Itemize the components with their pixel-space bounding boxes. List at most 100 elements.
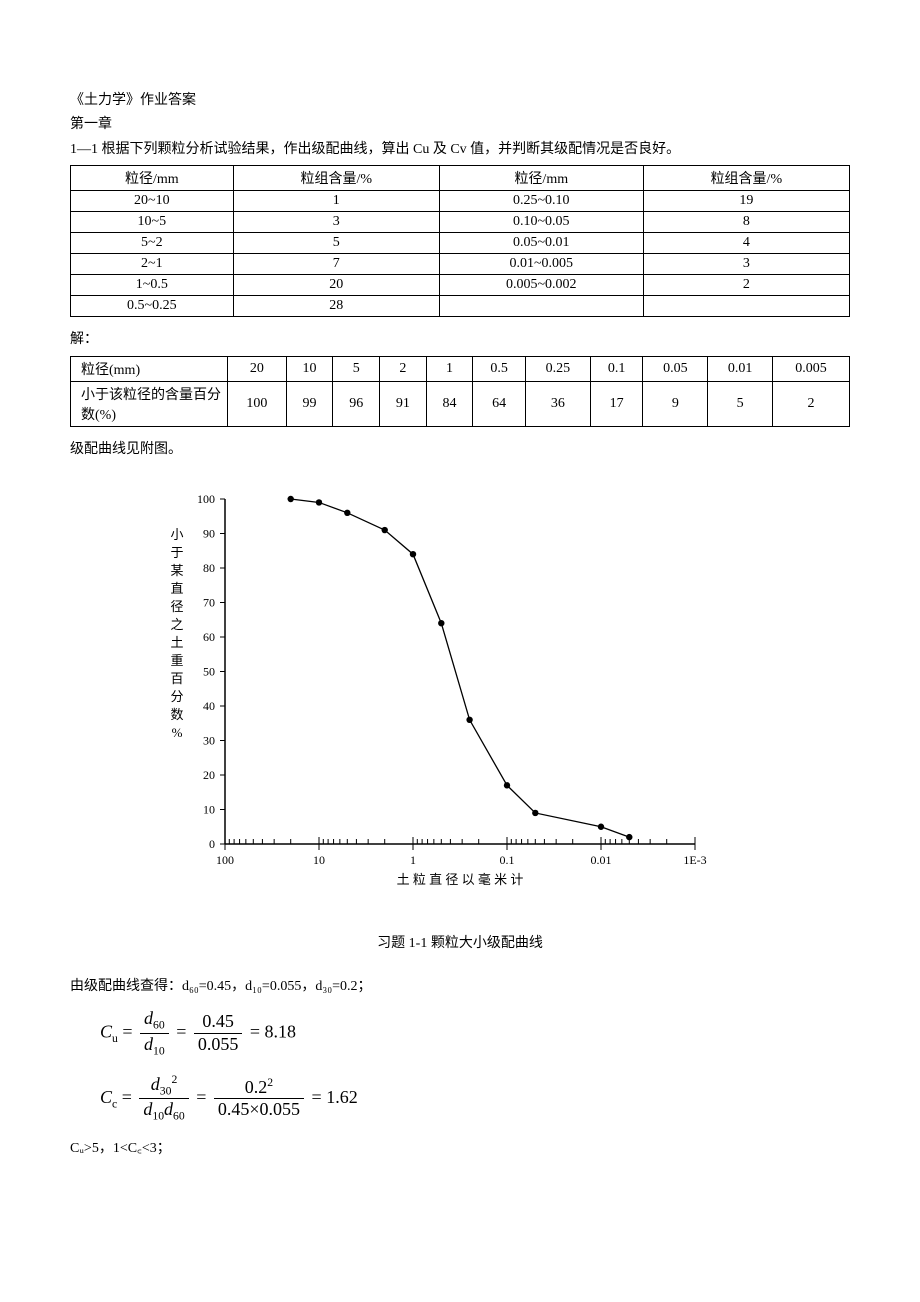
table-cell: 小于该粒径的含量百分数(%) [71,381,228,426]
table-cell: 99 [286,381,333,426]
input-table: 粒径/mm粒组含量/%粒径/mm粒组含量/% 20~1010.25~0.1019… [70,165,850,317]
table-header: 粒组含量/% [233,166,439,191]
table-cell: 0.1 [590,356,643,381]
table-row: 0.5~0.2528 [71,296,850,317]
table-cell: 0.25 [525,356,590,381]
cu-equation: Cu = d60 d10 = 0.45 0.055 = 8.18 [100,1008,850,1058]
table-cell: 1 [233,191,439,212]
doc-title: 《土力学》作业答案 [70,90,850,112]
svg-text:0: 0 [209,837,215,851]
table-cell: 5 [333,356,380,381]
cc-equation: Cc = d302 d10d60 = 0.22 0.45×0.055 = 1.6… [100,1073,850,1124]
svg-text:80: 80 [203,561,215,575]
svg-text:40: 40 [203,699,215,713]
table-header: 粒组含量/% [643,166,849,191]
table-cell: 17 [590,381,643,426]
table-cell: 7 [233,254,439,275]
table-cell: 0.05~0.01 [439,233,643,254]
table-cell: 91 [380,381,427,426]
table-cell [439,296,643,317]
svg-text:10: 10 [203,802,215,816]
svg-text:100: 100 [197,492,215,506]
svg-text:1E-3: 1E-3 [683,853,706,867]
table-row: 1~0.5200.005~0.0022 [71,275,850,296]
table-row: 10~530.10~0.058 [71,212,850,233]
conclusion: Cᵤ>5，1<C꜀<3； [70,1138,850,1160]
table-cell: 20 [228,356,287,381]
table-cell: 1~0.5 [71,275,234,296]
table-cell: 0.005 [773,356,850,381]
svg-text:某: 某 [170,563,183,578]
table-row: 5~250.05~0.014 [71,233,850,254]
svg-text:50: 50 [203,664,215,678]
table-cell: 8 [643,212,849,233]
svg-text:重: 重 [170,653,183,668]
table-cell: 0.5 [473,356,526,381]
svg-text:20: 20 [203,768,215,782]
svg-text:100: 100 [216,853,234,867]
table-cell: 粒径(mm) [71,356,228,381]
table-cell: 1 [426,356,473,381]
svg-text:直: 直 [170,581,183,596]
curve-note: 级配曲线见附图。 [70,439,850,461]
solution-label: 解： [70,329,850,351]
cumulative-table: 粒径(mm)20105210.50.250.10.050.010.005小于该粒… [70,356,850,427]
table-cell: 36 [525,381,590,426]
table-cell: 10~5 [71,212,234,233]
table-cell: 9 [643,381,708,426]
table-cell: 100 [228,381,287,426]
table-cell [643,296,849,317]
table-cell: 4 [643,233,849,254]
table-cell: 2 [773,381,850,426]
table-cell: 20 [233,275,439,296]
chart-caption: 习题 1-1 颗粒大小级配曲线 [70,932,850,952]
table-cell: 0.01~0.005 [439,254,643,275]
table-row: 20~1010.25~0.1019 [71,191,850,212]
svg-text:土 粒 直 径 以 毫 米 计: 土 粒 直 径 以 毫 米 计 [397,872,524,887]
table-row: 2~170.01~0.0053 [71,254,850,275]
table-cell: 64 [473,381,526,426]
table-cell: 96 [333,381,380,426]
table-cell: 0.01 [708,356,773,381]
svg-text:于: 于 [170,545,183,560]
svg-text:60: 60 [203,630,215,644]
table-cell: 0.5~0.25 [71,296,234,317]
table-cell: 0.05 [643,356,708,381]
svg-text:10: 10 [313,853,325,867]
svg-text:0.1: 0.1 [500,853,515,867]
table-cell: 5 [708,381,773,426]
svg-text:百: 百 [170,671,183,686]
svg-text:90: 90 [203,526,215,540]
chart-svg: 01020304050607080901001001010.10.011E-3土… [165,479,755,899]
table-cell: 2 [643,275,849,296]
svg-text:分: 分 [170,689,183,704]
chapter-label: 第一章 [70,114,850,136]
table-header: 粒径/mm [71,166,234,191]
table-cell: 10 [286,356,333,381]
table-row: 小于该粒径的含量百分数(%)10099969184643617952 [71,381,850,426]
svg-text:30: 30 [203,733,215,747]
table-cell: 2 [380,356,427,381]
table-cell: 0.005~0.002 [439,275,643,296]
svg-text:径: 径 [170,599,183,614]
table-cell: 0.25~0.10 [439,191,643,212]
problem-statement: 1—1 根据下列颗粒分析试验结果，作出级配曲线，算出 Cu 及 Cv 值，并判断… [70,139,850,161]
table-cell: 2~1 [71,254,234,275]
table-cell: 19 [643,191,849,212]
table-cell: 20~10 [71,191,234,212]
table-cell: 3 [643,254,849,275]
table-cell: 5~2 [71,233,234,254]
table-cell: 3 [233,212,439,233]
table-header: 粒径/mm [439,166,643,191]
svg-text:土: 土 [170,635,183,650]
gradation-curve-chart: 01020304050607080901001001010.10.011E-3土… [165,479,755,904]
svg-text:之: 之 [170,617,183,632]
table-cell: 84 [426,381,473,426]
svg-text:数: 数 [170,707,183,722]
table-cell: 0.10~0.05 [439,212,643,233]
svg-text:0.01: 0.01 [591,853,612,867]
table-cell: 5 [233,233,439,254]
lookup-text: 由级配曲线查得：d₆₀=0.45，d₁₀=0.055，d₃₀=0.2； [70,976,850,998]
table-row: 粒径(mm)20105210.50.250.10.050.010.005 [71,356,850,381]
svg-text:1: 1 [410,853,416,867]
